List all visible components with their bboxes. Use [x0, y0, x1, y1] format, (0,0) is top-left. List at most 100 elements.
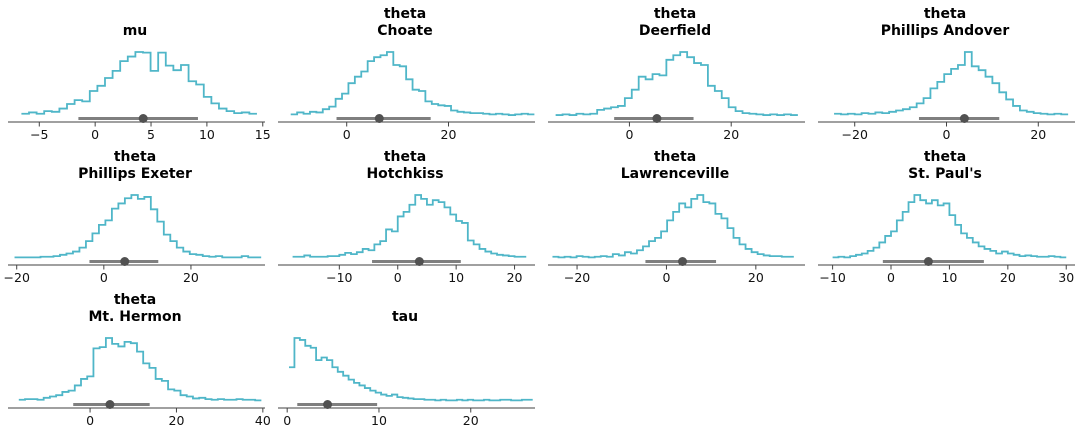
point-estimate-dot	[678, 257, 688, 266]
posterior-histogram-line	[14, 194, 262, 259]
x-axis-tick-label: 40	[255, 413, 270, 428]
subplot-canvas: −20 0 20	[818, 51, 1075, 142]
subplot-canvas: −20 0 20	[548, 194, 805, 285]
subplot-title-line: St. Paul's	[908, 166, 982, 182]
subplot-canvas: −10 0 10 20	[278, 194, 535, 285]
subplot-theta-phillips-exeter: theta Phillips Exeter −20 0 20	[0, 143, 270, 286]
subplot-canvas: 0 20 40	[8, 337, 270, 428]
x-axis-tick-label: 10	[199, 127, 215, 142]
x-axis-tick-label: 0	[625, 127, 633, 142]
subplot-title-line: theta	[653, 149, 697, 165]
subplot-title-line: theta	[113, 149, 157, 165]
x-axis-tick-label: 20	[1000, 270, 1016, 285]
subplot-theta-hotchkiss: theta Hotchkiss −10 0 10 20	[270, 143, 540, 286]
subplot-title: theta Deerfield	[540, 0, 810, 40]
posterior-histogram-line	[292, 194, 527, 258]
x-axis-tick-label: 0	[943, 127, 951, 142]
subplot-theta-choate: theta Choate 0 20	[270, 0, 540, 143]
subplot-title-line: Mt. Hermon	[88, 309, 182, 325]
posterior-histogram-line	[834, 51, 1069, 116]
subplot-title-line: mu	[122, 23, 148, 39]
x-axis-tick-label: −5	[30, 127, 48, 142]
x-axis-tick-label: 15	[255, 127, 270, 142]
subplot-title-line: Hotchkiss	[366, 166, 444, 182]
x-axis-tick-label: 0	[283, 413, 291, 428]
subplot-theta-st-pauls: theta St. Paul's −10 0 10 20 30	[810, 143, 1080, 286]
subplot-theta-lawrenceville: theta Lawrenceville −20 0 20	[540, 143, 810, 286]
subplot-title: theta Phillips Andover	[810, 0, 1080, 40]
subplot-tau: tau 0 10 20	[270, 286, 540, 429]
point-estimate-dot	[323, 400, 333, 409]
subplot-canvas: −5 0 5 10 15	[8, 51, 270, 142]
x-axis-tick-label: 20	[169, 413, 185, 428]
posterior-histogram-line	[290, 51, 535, 116]
posterior-histogram-line	[18, 337, 262, 402]
point-estimate-dot	[414, 257, 424, 266]
subplot-title-line: theta	[653, 6, 697, 22]
empty-cell	[810, 286, 1080, 429]
x-axis-tick-label: 20	[183, 270, 199, 285]
subplot-title: theta St. Paul's	[810, 143, 1080, 183]
point-estimate-dot	[374, 114, 384, 123]
x-axis-tick-label: 0	[100, 270, 108, 285]
subplot-title: theta Phillips Exeter	[0, 143, 270, 183]
subplot-title-line: Phillips Exeter	[78, 166, 192, 182]
posterior-histogram-line	[21, 51, 257, 115]
x-axis-tick-label: −20	[564, 270, 590, 285]
subplot-title: tau	[270, 286, 540, 326]
subplot-title-line: Choate	[377, 23, 433, 39]
x-axis-tick-label: 30	[1058, 270, 1074, 285]
subplot-theta-deerfield: theta Deerfield 0 20	[540, 0, 810, 143]
subplot-canvas: −10 0 10 20 30	[818, 194, 1075, 285]
x-axis-tick-label: −20	[842, 127, 868, 142]
subplot-title-line: theta	[923, 6, 967, 22]
point-estimate-dot	[120, 257, 130, 266]
x-axis-tick-label: 10	[941, 270, 957, 285]
x-axis-tick-label: −10	[819, 270, 845, 285]
subplot-title: theta Hotchkiss	[270, 143, 540, 183]
subplot-title-line: theta	[923, 149, 967, 165]
x-axis-tick-label: 10	[448, 270, 464, 285]
subplot-title-line: theta	[113, 292, 157, 308]
subplot-theta-phillips-andover: theta Phillips Andover −20 0 20	[810, 0, 1080, 143]
x-axis-tick-label: −10	[326, 270, 352, 285]
subplot-title-line: tau	[391, 309, 419, 325]
subplot-title-line: theta	[383, 149, 427, 165]
point-estimate-dot	[138, 114, 148, 123]
subplot-title: mu	[0, 0, 270, 40]
posterior-histogram-line	[552, 194, 794, 259]
subplot-title-line: Phillips Andover	[880, 23, 1010, 39]
subplot-title: theta Mt. Hermon	[0, 286, 270, 326]
posterior-histogram-line	[289, 337, 533, 402]
subplot-canvas: 0 20	[278, 51, 535, 142]
subplot-title: theta Lawrenceville	[540, 143, 810, 183]
posterior-histogram-line	[832, 194, 1067, 259]
point-estimate-dot	[652, 114, 662, 123]
empty-cell	[540, 286, 810, 429]
x-axis-tick-label: 0	[91, 127, 99, 142]
point-estimate-dot	[105, 400, 115, 409]
point-estimate-dot	[923, 257, 933, 266]
x-axis-tick-label: 0	[343, 127, 351, 142]
x-axis-tick-label: 20	[723, 127, 739, 142]
subplot-canvas: 0 20	[548, 51, 805, 142]
x-axis-tick-label: 20	[441, 127, 457, 142]
x-axis-tick-label: 5	[147, 127, 155, 142]
x-axis-tick-label: 0	[394, 270, 402, 285]
x-axis-tick-label: −20	[4, 270, 30, 285]
x-axis-tick-label: 0	[887, 270, 895, 285]
x-axis-tick-label: 0	[86, 413, 94, 428]
point-estimate-dot	[959, 114, 969, 123]
subplot-canvas: 0 10 20	[278, 337, 535, 428]
x-axis-tick-label: 20	[463, 413, 479, 428]
x-axis-tick-label: 10	[371, 413, 387, 428]
subplot-title-line: theta	[383, 6, 427, 22]
x-axis-tick-label: 0	[662, 270, 670, 285]
subplot-canvas: −20 0 20	[4, 194, 265, 285]
subplot-title: theta Choate	[270, 0, 540, 40]
subplot-mu: mu −5 0 5 10 15	[0, 0, 270, 143]
posterior-histogram-line	[555, 51, 798, 116]
subplot-title-line: Lawrenceville	[620, 166, 730, 182]
x-axis-tick-label: 20	[507, 270, 523, 285]
